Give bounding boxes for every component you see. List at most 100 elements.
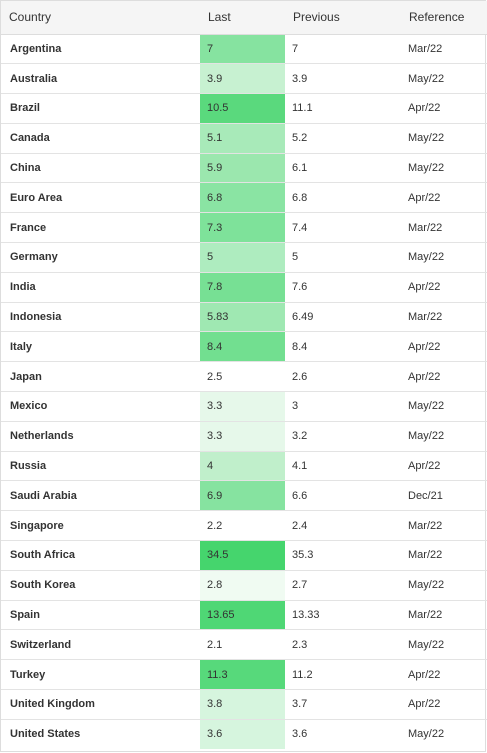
table-row: India 7.8 7.6 Apr/22 <box>1 272 487 303</box>
table-row: United Kingdom 3.8 3.7 Apr/22 <box>1 689 487 720</box>
previous-value: 3.9 <box>285 63 401 95</box>
header-previous[interactable]: Previous <box>285 1 401 35</box>
previous-value: 7 <box>285 34 401 65</box>
reference-date: Dec/21 <box>401 480 487 512</box>
country-link[interactable]: Spain <box>1 600 200 631</box>
last-value: 5 <box>200 242 285 273</box>
table-row: Argentina 7 7 Mar/22 <box>1 34 487 65</box>
reference-date: Mar/22 <box>401 34 487 65</box>
country-link[interactable]: China <box>1 153 200 184</box>
reference-date: May/22 <box>401 391 487 422</box>
last-value: 6.9 <box>200 480 285 512</box>
reference-date: Apr/22 <box>401 659 487 691</box>
country-link[interactable]: Euro Area <box>1 182 200 214</box>
table-row: Turkey 11.3 11.2 Apr/22 <box>1 659 487 691</box>
reference-date: Apr/22 <box>401 451 487 482</box>
reference-date: Mar/22 <box>401 600 487 631</box>
country-link[interactable]: Netherlands <box>1 421 200 452</box>
table-row: Russia 4 4.1 Apr/22 <box>1 451 487 482</box>
country-link[interactable]: Brazil <box>1 93 200 124</box>
last-value: 5.1 <box>200 123 285 154</box>
table-header: Country Last Previous Reference <box>1 1 487 35</box>
table-row: Mexico 3.3 3 May/22 <box>1 391 487 422</box>
last-value: 5.9 <box>200 153 285 184</box>
last-value: 4 <box>200 451 285 482</box>
country-link[interactable]: Mexico <box>1 391 200 422</box>
reference-date: Apr/22 <box>401 93 487 124</box>
country-link[interactable]: Italy <box>1 331 200 363</box>
reference-date: Apr/22 <box>401 331 487 363</box>
header-country[interactable]: Country <box>1 1 200 35</box>
previous-value: 8.4 <box>285 331 401 363</box>
table-row: Switzerland 2.1 2.3 May/22 <box>1 629 487 661</box>
country-link[interactable]: France <box>1 212 200 244</box>
last-value: 10.5 <box>200 93 285 124</box>
country-link[interactable]: Indonesia <box>1 302 200 333</box>
last-value: 2.5 <box>200 361 285 393</box>
table-row: Brazil 10.5 11.1 Apr/22 <box>1 93 487 124</box>
previous-value: 11.1 <box>285 93 401 124</box>
country-link[interactable]: Japan <box>1 361 200 393</box>
country-link[interactable]: South Korea <box>1 570 200 601</box>
previous-value: 3.6 <box>292 728 308 741</box>
table-row: Italy 8.4 8.4 Apr/22 <box>1 331 487 363</box>
last-value: 13.65 <box>200 600 285 631</box>
country-link[interactable]: Australia <box>1 63 200 95</box>
country-link[interactable]: South Africa <box>1 540 200 571</box>
header-last[interactable]: Last <box>200 1 285 35</box>
table-row: Australia 3.9 3.9 May/22 <box>1 63 487 95</box>
previous-value: 2.6 <box>285 361 401 393</box>
header-reference[interactable]: Reference <box>401 1 487 35</box>
previous-value: 7.6 <box>285 272 401 303</box>
previous-value: 6.6 <box>285 480 401 512</box>
last-value: 7.3 <box>200 212 285 244</box>
last-value: 7.8 <box>200 272 285 303</box>
header-row: Country Last Previous Reference <box>1 1 487 35</box>
last-value: 2.2 <box>200 510 285 542</box>
country-link[interactable]: Switzerland <box>1 629 200 661</box>
country-link[interactable]: India <box>1 272 200 303</box>
country-link[interactable]: United Kingdom <box>1 689 200 720</box>
previous-value: 3.2 <box>285 421 401 452</box>
country-link[interactable]: Saudi Arabia <box>1 480 200 512</box>
previous-value: 7.4 <box>285 212 401 244</box>
country-link[interactable]: Turkey <box>1 659 200 691</box>
last-value: 34.5 <box>200 540 285 571</box>
last-value: 3.6 <box>200 719 285 750</box>
previous-value: 11.2 <box>285 659 401 691</box>
previous-value: 6.49 <box>285 302 401 333</box>
table-row: Japan 2.5 2.6 Apr/22 <box>1 361 487 393</box>
country-link[interactable]: Argentina <box>1 34 200 65</box>
table-row: Singapore 2.2 2.4 Mar/22 <box>1 510 487 542</box>
previous-value: 13.33 <box>285 600 401 631</box>
reference-date: May/22 <box>401 123 487 154</box>
reference-date: Apr/22 <box>401 272 487 303</box>
reference-date: Mar/22 <box>401 540 487 571</box>
last-value: 3.3 <box>200 391 285 422</box>
table-row: Canada 5.1 5.2 May/22 <box>1 123 487 154</box>
country-link[interactable]: United States <box>10 728 81 741</box>
previous-value: 35.3 <box>285 540 401 571</box>
previous-value: 2.4 <box>285 510 401 542</box>
reference-date: Mar/22 <box>401 510 487 542</box>
reference-date: May/22 <box>401 629 487 661</box>
table-row: Indonesia 5.83 6.49 Mar/22 <box>1 302 487 333</box>
reference-date: Apr/22 <box>401 689 487 720</box>
last-value: 2.1 <box>200 629 285 661</box>
previous-value: 6.8 <box>285 182 401 214</box>
previous-value: 2.7 <box>285 570 401 601</box>
country-link[interactable]: Germany <box>1 242 200 273</box>
table-row: China 5.9 6.1 May/22 <box>1 153 487 184</box>
table-row: Netherlands 3.3 3.2 May/22 <box>1 421 487 452</box>
reference-date: Mar/22 <box>401 212 487 244</box>
country-link[interactable]: Canada <box>1 123 200 154</box>
reference-date: Mar/22 <box>401 302 487 333</box>
table-row: South Africa 34.5 35.3 Mar/22 <box>1 540 487 571</box>
last-value: 8.4 <box>200 331 285 363</box>
previous-value: 2.3 <box>285 629 401 661</box>
table-row: Germany 5 5 May/22 <box>1 242 487 273</box>
country-link[interactable]: Singapore <box>1 510 200 542</box>
last-value: 3.3 <box>200 421 285 452</box>
country-link[interactable]: Russia <box>1 451 200 482</box>
last-value: 5.83 <box>200 302 285 333</box>
